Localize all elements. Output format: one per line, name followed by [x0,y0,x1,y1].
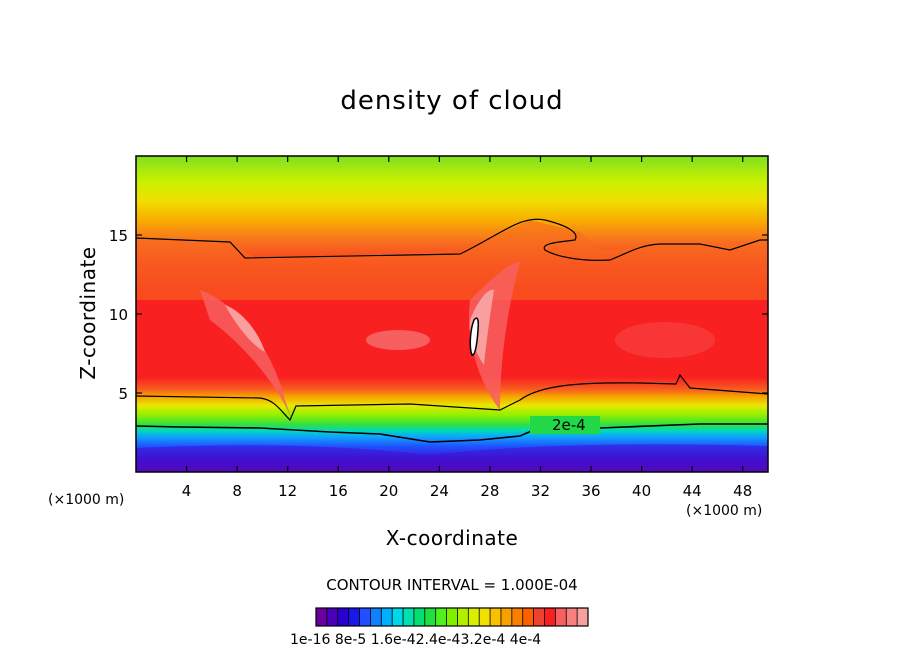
colorbar-swatch [403,608,415,626]
orange-band [136,220,768,300]
y-tick-label: 5 [118,385,128,403]
x-tick-label: 28 [480,482,499,500]
x-scale-label: (×1000 m) [48,492,125,508]
pink-core-left [225,305,265,352]
colorbar-swatch [392,608,404,626]
x-tick-label: 16 [329,482,348,500]
colorbar-swatch [424,608,437,626]
colorbar-frame [315,607,589,627]
contour-field [136,156,768,472]
y-tick-label: 10 [109,306,128,324]
y-axis: 5 10 15 [109,227,768,403]
contour-loop [469,317,479,356]
red-blob-right [615,322,715,358]
chart-title: density of cloud [340,86,564,116]
colorbar-swatch [533,608,545,626]
colorbar-swatch [359,608,371,626]
x-tick-label: 4 [182,482,192,500]
x-tick-label: 20 [379,482,398,500]
colorbar-swatch [479,608,491,626]
x-tick-label: 12 [278,482,297,500]
pink-blob [366,330,430,350]
contour-line-label: 2e-4 [552,416,586,434]
x-tick-label: 24 [430,482,449,500]
x-tick-label: 8 [232,482,242,500]
colorbar-swatch [446,608,458,626]
colorbar-swatch [555,608,567,626]
x-tick-label: 40 [632,482,651,500]
colorbar-swatch [370,608,382,626]
x-axis-label: X-coordinate [385,526,519,550]
x-tick-label: 32 [531,482,550,500]
bottom-band [136,444,768,472]
colorbar-swatch [316,608,328,626]
plume-left [200,290,292,420]
x-scale-label-right: (×1000 m) [686,503,763,519]
colorbar-swatch [500,608,513,626]
colorbar-swatch [435,608,448,626]
colorbar-swatch [413,608,426,626]
colorbar-swatch [457,608,469,626]
x-tick-label: 44 [683,482,702,500]
contour-line-2e-4 [136,423,768,443]
colorbar-swatch [522,608,535,626]
colorbar-swatch [326,608,339,626]
colorbar-swatch [490,608,502,626]
x-tick-label: 48 [733,482,752,500]
colorbar-swatch [468,608,480,626]
colorbar-swatch [566,608,578,626]
colorbar-swatch [511,608,524,626]
colorbar [315,607,589,627]
colorbar-swatch [577,608,589,626]
y-tick-label: 15 [109,227,128,245]
colorbar-swatch [381,608,393,626]
x-tick-label: 36 [581,482,600,500]
contour-line-upper [136,218,768,261]
colorbar-swatch [348,608,361,626]
colorbar-swatch [337,608,350,626]
colorbar-tick-labels: 1e-16 8e-5 1.6e-42.4e-43.2e-4 4e-4 [290,632,542,648]
contour-line-mid [136,373,768,422]
colorbar-swatch [544,608,556,626]
x-axis: 4 8 12 16 20 24 28 32 36 40 44 48 [182,156,752,500]
contour-label-bg [530,416,600,434]
contour-interval-text: CONTOUR INTERVAL = 1.000E-04 [326,576,578,594]
